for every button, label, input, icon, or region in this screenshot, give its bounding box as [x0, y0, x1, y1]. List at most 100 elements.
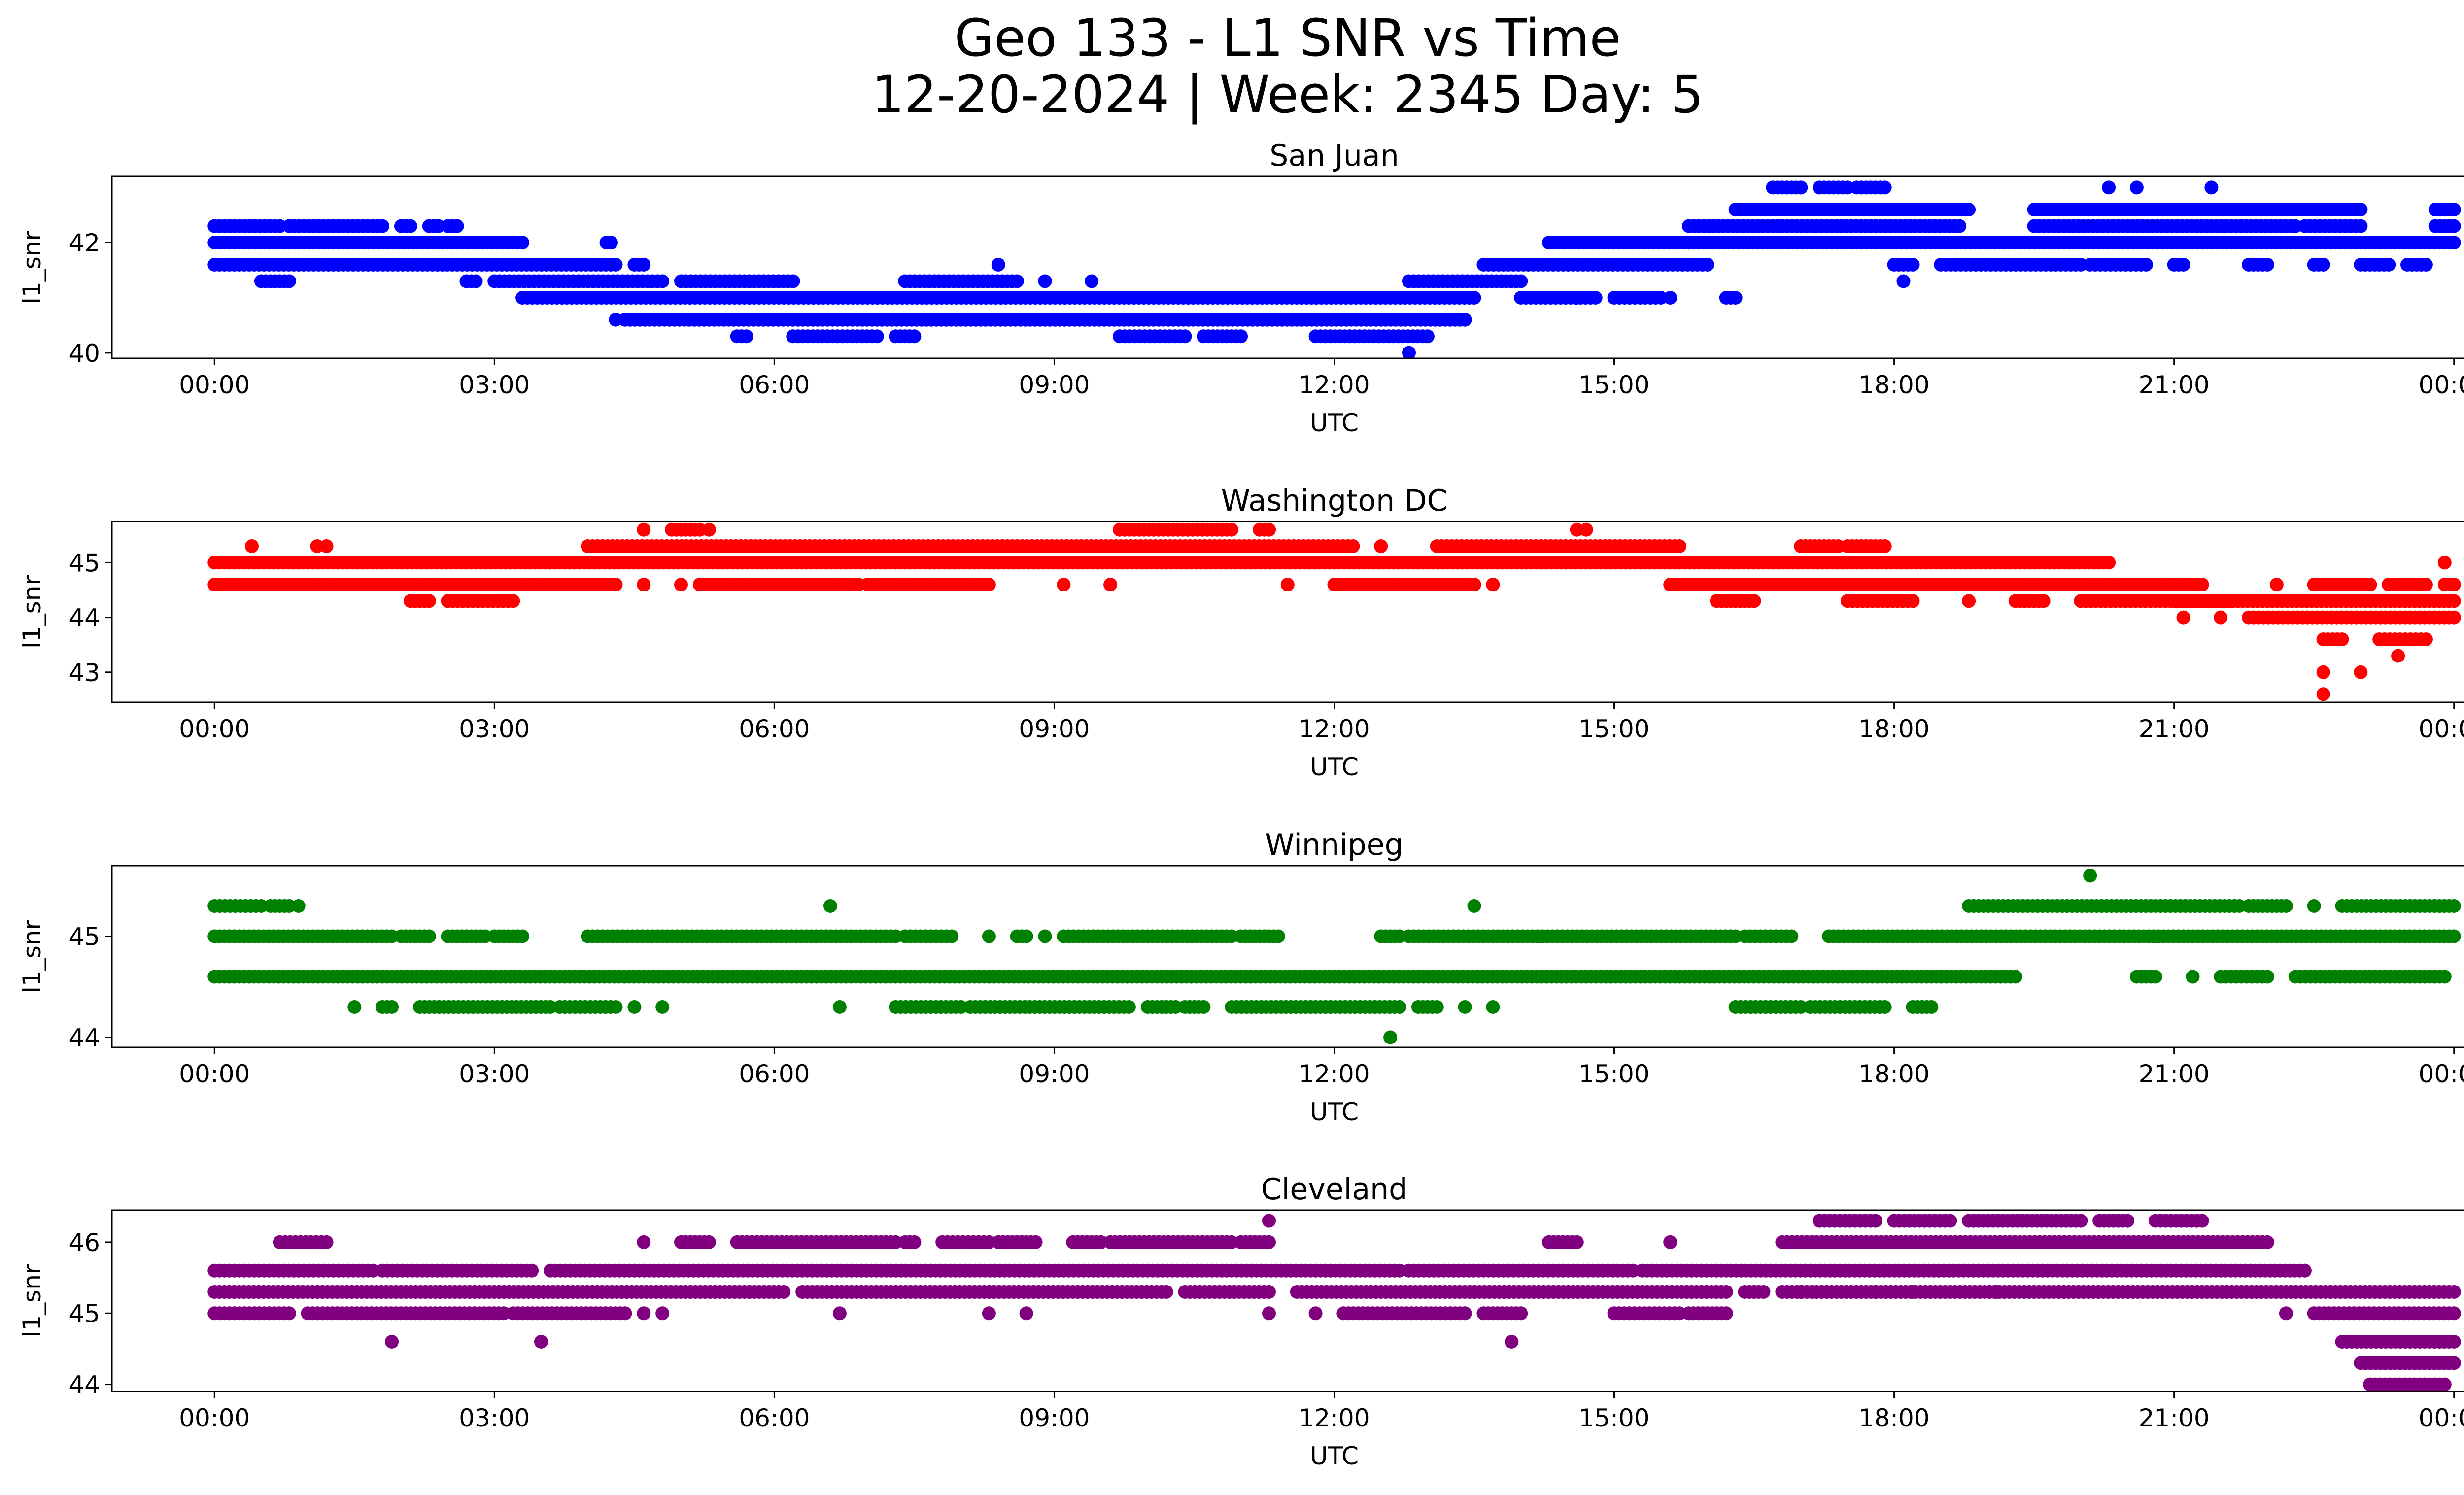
data-point: [1057, 577, 1071, 591]
data-point: [1700, 257, 1714, 272]
data-point: [1234, 329, 1248, 344]
data-point: [870, 329, 884, 344]
data-point: [739, 329, 753, 344]
data-point: [2186, 970, 2200, 984]
data-point: [1719, 1306, 1733, 1321]
data-point: [525, 1263, 539, 1278]
data-point: [991, 257, 1005, 272]
data-point: [2382, 257, 2396, 272]
data-point: [2195, 577, 2209, 591]
data-point: [1458, 1306, 1472, 1321]
data-point: [1262, 1285, 1276, 1299]
data-point: [319, 539, 334, 553]
data-point: [1878, 1000, 1892, 1014]
data-point: [2447, 577, 2461, 591]
data-point: [2260, 257, 2274, 272]
data-point: [1878, 539, 1892, 553]
chart-title: Washington DC: [1221, 484, 1448, 518]
data-point: [832, 1000, 847, 1014]
chart-title: San Juan: [1269, 139, 1399, 173]
y-tick-label: 43: [68, 659, 100, 687]
x-tick-label: 03:00: [459, 371, 530, 399]
data-point: [1756, 1285, 1771, 1299]
data-point: [1010, 274, 1024, 288]
data-point: [1374, 539, 1388, 553]
x-tick-label: 00:00: [2419, 715, 2464, 743]
x-tick-label: 06:00: [739, 371, 810, 399]
data-point: [2008, 970, 2022, 984]
data-point: [1588, 291, 1603, 305]
data-point: [1467, 291, 1481, 305]
data-series: [207, 180, 2461, 358]
data-point: [2447, 1285, 2461, 1299]
x-tick-label: 00:00: [179, 371, 250, 399]
data-point: [2316, 257, 2330, 272]
data-point: [1570, 291, 1584, 305]
data-point: [2102, 556, 2116, 570]
data-point: [1280, 577, 1295, 591]
chart-title: Cleveland: [1261, 1172, 1407, 1207]
data-point: [1486, 1000, 1500, 1014]
data-point: [907, 1235, 922, 1249]
x-tick-label: 00:00: [2419, 1060, 2464, 1088]
data-point: [1906, 257, 1920, 272]
data-point: [1458, 313, 1472, 327]
data-point: [674, 577, 688, 591]
x-tick-label: 21:00: [2139, 715, 2210, 743]
x-tick-label: 09:00: [1019, 1060, 1090, 1088]
data-point: [2139, 257, 2153, 272]
data-point: [777, 1285, 791, 1299]
data-point: [1962, 203, 1976, 217]
data-point: [945, 929, 959, 943]
data-point: [450, 219, 464, 233]
data-point: [2036, 594, 2051, 608]
y-tick-label: 45: [68, 549, 100, 577]
data-point: [2437, 556, 2452, 570]
data-point: [2214, 610, 2228, 625]
data-point: [1019, 929, 1033, 943]
x-tick-label: 12:00: [1299, 371, 1369, 399]
data-point: [1458, 1000, 1472, 1014]
data-point: [1103, 577, 1118, 591]
data-point: [1197, 1000, 1211, 1014]
y-tick-label: 40: [68, 339, 100, 368]
data-point: [1393, 1000, 1406, 1014]
data-point: [1896, 274, 1911, 288]
data-point: [1784, 929, 1799, 943]
data-point: [655, 1000, 670, 1014]
x-tick-label: 06:00: [739, 1060, 810, 1088]
data-point: [1225, 522, 1239, 537]
y-tick-label: 44: [68, 604, 100, 632]
data-point: [2279, 899, 2293, 913]
data-point: [2316, 665, 2330, 679]
data-point: [1178, 329, 1192, 344]
data-point: [422, 929, 436, 943]
data-point: [982, 577, 996, 591]
x-tick-label: 21:00: [2139, 1060, 2210, 1088]
data-point: [1159, 1285, 1173, 1299]
data-point: [1868, 1214, 1882, 1228]
data-point: [2176, 257, 2190, 272]
data-point: [1420, 329, 1435, 344]
y-tick-label: 44: [68, 1024, 100, 1052]
data-point: [245, 539, 259, 553]
data-point: [1673, 539, 1687, 553]
data-point: [2269, 577, 2284, 591]
data-point: [2354, 665, 2368, 679]
data-point: [515, 929, 530, 943]
data-point: [1906, 594, 1920, 608]
axes-frame: [111, 865, 2464, 1048]
data-point: [2083, 869, 2097, 883]
data-point: [1346, 539, 1360, 553]
data-point: [2354, 203, 2368, 217]
data-point: [1430, 1000, 1444, 1014]
data-point: [2447, 203, 2461, 217]
data-point: [1719, 1285, 1733, 1299]
x-axis-label: UTC: [1310, 409, 1359, 437]
data-point: [506, 594, 520, 608]
data-series: [207, 1214, 2461, 1391]
x-tick-label: 09:00: [1019, 371, 1090, 399]
data-point: [823, 899, 837, 913]
